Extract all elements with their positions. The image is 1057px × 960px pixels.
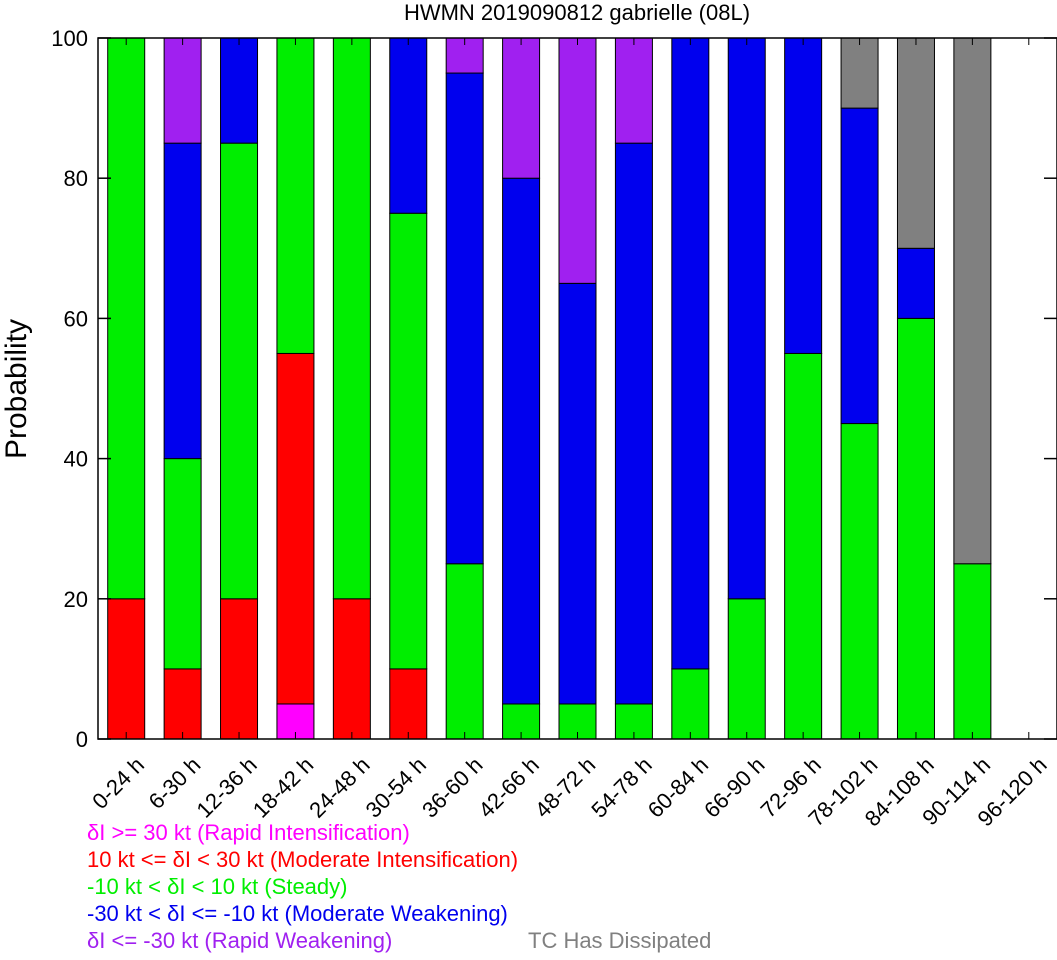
y-tick-label-3: 60 xyxy=(64,306,88,331)
bar-segment-mw-1 xyxy=(163,142,202,460)
x-tick-label-8: 48-72 h xyxy=(530,752,600,822)
legend-rapid-intensification: δI >= 30 kt (Rapid Intensification) xyxy=(87,820,410,845)
y-axis-label: Probability xyxy=(0,319,33,459)
y-tick-label-4: 80 xyxy=(64,166,88,191)
x-tick-label-5: 30-54 h xyxy=(361,752,431,822)
bar-segment-steady-0 xyxy=(107,37,146,600)
bar-segment-mw-13 xyxy=(840,107,879,425)
bar-segment-steady-2 xyxy=(220,142,259,600)
y-tick-label-2: 40 xyxy=(64,447,88,472)
legend-steady: -10 kt < δI < 10 kt (Steady) xyxy=(87,874,348,899)
bars-group xyxy=(107,37,992,740)
bar-segment-steady-12 xyxy=(784,352,823,740)
bar-segment-rw-1 xyxy=(163,37,202,144)
bar-segment-steady-10 xyxy=(671,668,710,740)
bar-segment-rw-8 xyxy=(558,37,597,284)
bar-segment-steady-15 xyxy=(953,563,992,740)
bar-segment-mw-6 xyxy=(445,72,484,565)
bar-segment-steady-5 xyxy=(389,212,428,670)
x-tick-label-3: 18-42 h xyxy=(248,752,318,822)
x-tick-label-0: 0-24 h xyxy=(87,752,149,814)
bar-segment-mw-2 xyxy=(220,37,259,144)
bar-segment-steady-14 xyxy=(896,317,935,740)
bar-segment-mw-11 xyxy=(727,37,766,600)
bar-segment-mi-2 xyxy=(220,598,259,740)
probability-chart: HWMN 2019090812 gabrielle (08L) Probabil… xyxy=(0,0,1057,830)
legend-moderate-intensification: 10 kt <= δI < 30 kt (Moderate Intensific… xyxy=(87,847,519,872)
bar-segment-mw-8 xyxy=(558,282,597,705)
y-tick-label-5: 100 xyxy=(51,26,88,51)
y-tick-label-0: 0 xyxy=(76,727,88,752)
legend-rapid-weakening: δI <= -30 kt (Rapid Weakening) xyxy=(87,928,393,953)
bar-segment-mw-7 xyxy=(502,177,541,705)
bar-segment-mi-1 xyxy=(163,668,202,740)
bar-segment-steady-13 xyxy=(840,423,879,740)
bar-segment-mw-9 xyxy=(614,142,653,705)
bar-segment-mi-4 xyxy=(332,598,371,740)
bar-segment-dissipated-15 xyxy=(953,37,992,565)
bar-segment-steady-1 xyxy=(163,458,202,670)
bar-segment-steady-3 xyxy=(276,37,315,354)
bar-segment-steady-6 xyxy=(445,563,484,740)
bar-segment-mw-12 xyxy=(784,37,823,354)
bar-segment-rw-7 xyxy=(502,37,541,179)
bar-segment-mi-5 xyxy=(389,668,428,740)
x-tick-label-2: 12-36 h xyxy=(191,752,261,822)
x-tick-label-10: 60-84 h xyxy=(643,752,713,822)
bar-segment-mi-0 xyxy=(107,598,146,740)
bar-segment-mw-5 xyxy=(389,37,428,214)
bar-segment-mw-14 xyxy=(896,247,935,319)
legend-moderate-weakening: -30 kt < δI <= -10 kt (Moderate Weakenin… xyxy=(87,901,508,926)
x-tick-label-9: 54-78 h xyxy=(586,752,656,822)
bar-segment-steady-11 xyxy=(727,598,766,740)
x-tick-label-7: 42-66 h xyxy=(473,752,543,822)
y-tick-label-1: 20 xyxy=(64,587,88,612)
bar-segment-steady-4 xyxy=(332,37,371,600)
bar-segment-mi-3 xyxy=(276,352,315,705)
bar-segment-rw-9 xyxy=(614,37,653,144)
legend-dissipated: TC Has Dissipated xyxy=(528,928,712,953)
x-tick-label-11: 66-90 h xyxy=(699,752,769,822)
chart-title: HWMN 2019090812 gabrielle (08L) xyxy=(404,0,750,25)
x-tick-label-4: 24-48 h xyxy=(304,752,374,822)
bar-segment-mw-10 xyxy=(671,37,710,670)
x-tick-label-6: 36-60 h xyxy=(417,752,487,822)
bar-segment-dissipated-13 xyxy=(840,37,879,109)
bar-segment-dissipated-14 xyxy=(896,37,935,249)
